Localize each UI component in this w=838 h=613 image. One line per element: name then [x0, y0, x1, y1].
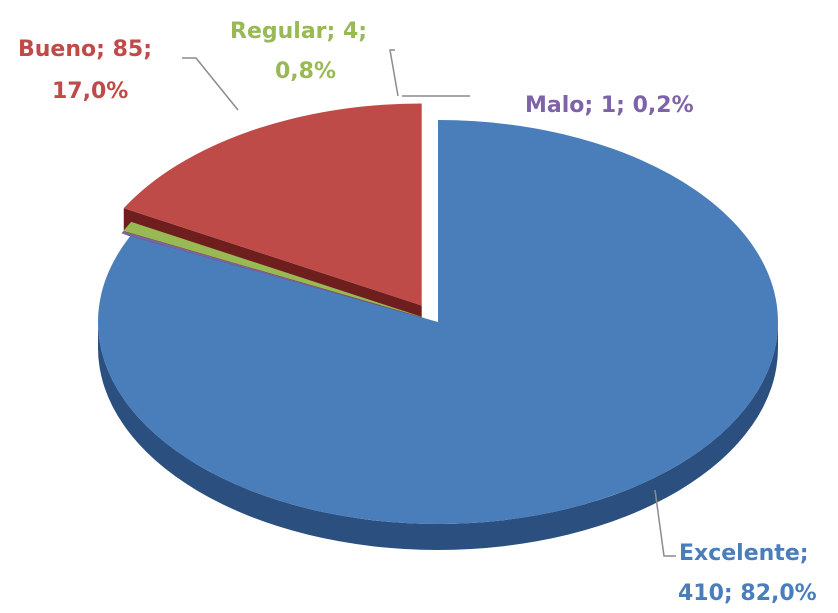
leader-lines	[182, 49, 676, 557]
label-malo: Malo; 1; 0,2%	[525, 93, 694, 118]
leader-line-excelente	[654, 489, 676, 557]
pie-slice-excelente	[97, 120, 778, 524]
label-excelente-line2: 410; 82,0%	[678, 581, 817, 606]
leader-line-regular	[389, 49, 399, 97]
pie-slice-regular	[123, 221, 430, 320]
pie-slice-bueno	[123, 103, 422, 306]
leader-line-bueno	[182, 57, 239, 111]
label-bueno-line1: Bueno; 85;	[18, 37, 152, 62]
label-regular-line2: 0,8%	[275, 59, 336, 84]
pie-tops	[97, 103, 778, 524]
label-bueno-line2: 17,0%	[52, 79, 128, 104]
pie-slice-malo	[121, 231, 429, 320]
label-regular-line1: Regular; 4;	[230, 19, 367, 44]
label-excelente-line1: Excelente;	[679, 541, 809, 566]
